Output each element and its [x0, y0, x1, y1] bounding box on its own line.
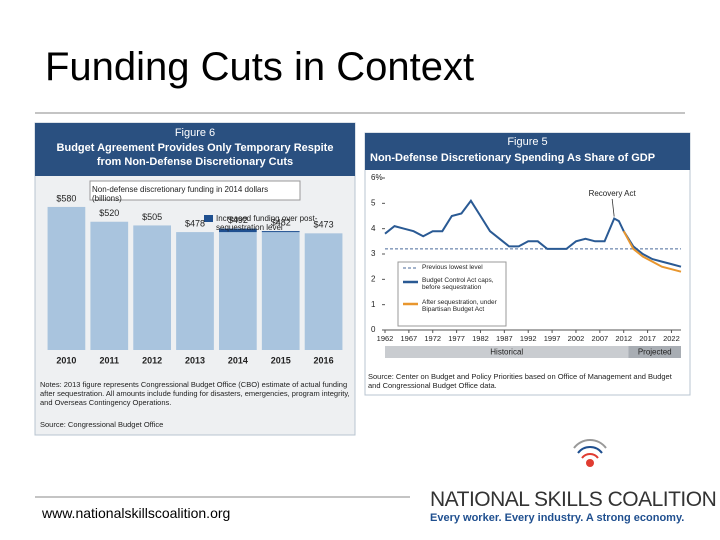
- logo-name: NATIONAL SKILLS COALITION: [430, 488, 717, 511]
- slide-title: Funding Cuts in Context: [45, 45, 475, 89]
- region-band: [628, 346, 681, 358]
- y-tick-label: 6%: [371, 173, 383, 182]
- figure6-header: [35, 123, 355, 176]
- legend-swatch: [204, 215, 213, 222]
- value-label: $492: [228, 215, 248, 225]
- chart-title: Budget Agreement Provides Only Temporary…: [56, 142, 334, 168]
- x-tick-label: 2002: [568, 334, 585, 343]
- x-tick-label: 2007: [591, 334, 608, 343]
- legend-label: Budget Control Act caps, before sequestr…: [422, 277, 494, 291]
- x-tick-label: 1962: [377, 334, 394, 343]
- x-tick-label: 1992: [520, 334, 537, 343]
- chart-notes: Notes: 2013 figure represents Congressio…: [40, 380, 350, 407]
- x-tick-label: 2015: [271, 355, 291, 365]
- x-tick-label: 2010: [56, 355, 76, 365]
- bar: [90, 221, 129, 350]
- footer-url: www.nationalskillscoalition.org: [42, 505, 231, 521]
- region-label: Projected: [638, 348, 672, 357]
- x-tick-label: 1997: [544, 334, 561, 343]
- chart-subtitle: Non-defense discretionary funding in 201…: [92, 185, 269, 203]
- highlight-segment: [261, 231, 300, 233]
- figure-label: Figure 5: [507, 136, 548, 148]
- logo-icon: [573, 439, 607, 467]
- y-tick-label: 5: [371, 198, 376, 207]
- x-tick-label: 1987: [496, 334, 513, 343]
- chart-source: Source: Center on Budget and Policy Prio…: [368, 372, 672, 390]
- x-tick-label: 1977: [448, 334, 465, 343]
- x-tick-label: 2014: [228, 355, 248, 365]
- subtitle-box: [89, 180, 301, 201]
- chart-title: Non-Defense Discretionary Spending As Sh…: [370, 152, 656, 164]
- y-tick-label: 1: [371, 300, 376, 309]
- x-tick-label: 2011: [100, 355, 120, 365]
- region-label: Historical: [490, 348, 523, 357]
- x-tick-label: 2022: [663, 334, 680, 343]
- x-tick-label: 2013: [185, 355, 205, 365]
- value-label: $473: [314, 220, 334, 230]
- annotation: Recovery Act: [589, 189, 637, 198]
- x-tick-label: 1982: [472, 334, 489, 343]
- series-line: [622, 230, 682, 273]
- logo-tagline: Every worker. Every industry. A strong e…: [430, 512, 685, 524]
- bar: [304, 233, 343, 350]
- y-tick-label: 4: [371, 224, 376, 233]
- legend-box: [397, 261, 507, 327]
- legend-label: Previous lowest level: [422, 264, 483, 271]
- x-tick-label: 1972: [424, 334, 441, 343]
- chart-source: Source: Congressional Budget Office: [40, 420, 164, 429]
- bar: [219, 228, 257, 350]
- value-label: $520: [99, 208, 119, 218]
- annotation-arrow: [611, 198, 615, 217]
- bar: [133, 225, 171, 350]
- value-label: $482: [271, 217, 291, 227]
- x-tick-label: 2016: [314, 355, 334, 365]
- legend-label: After sequestration, under Bipartisan Bu…: [422, 299, 497, 313]
- value-label: $505: [142, 212, 162, 222]
- x-tick-label: 2012: [142, 355, 162, 365]
- figure5-header: [365, 133, 690, 170]
- value-label: $580: [56, 193, 76, 203]
- bar: [261, 231, 300, 350]
- y-tick-label: 2: [371, 274, 376, 283]
- bar: [176, 232, 214, 350]
- value-label: $478: [185, 218, 205, 228]
- y-tick-label: 3: [371, 249, 376, 258]
- x-tick-label: 2017: [639, 334, 656, 343]
- y-tick-label: 0: [371, 325, 376, 334]
- x-tick-label: 2012: [615, 334, 632, 343]
- figure-label: Figure 6: [174, 127, 216, 139]
- legend-label: Increased funding over post-sequestratio…: [216, 214, 318, 232]
- x-tick-label: 1967: [401, 334, 418, 343]
- bar: [47, 206, 86, 350]
- region-band: [385, 346, 629, 358]
- highlight-segment: [219, 228, 257, 233]
